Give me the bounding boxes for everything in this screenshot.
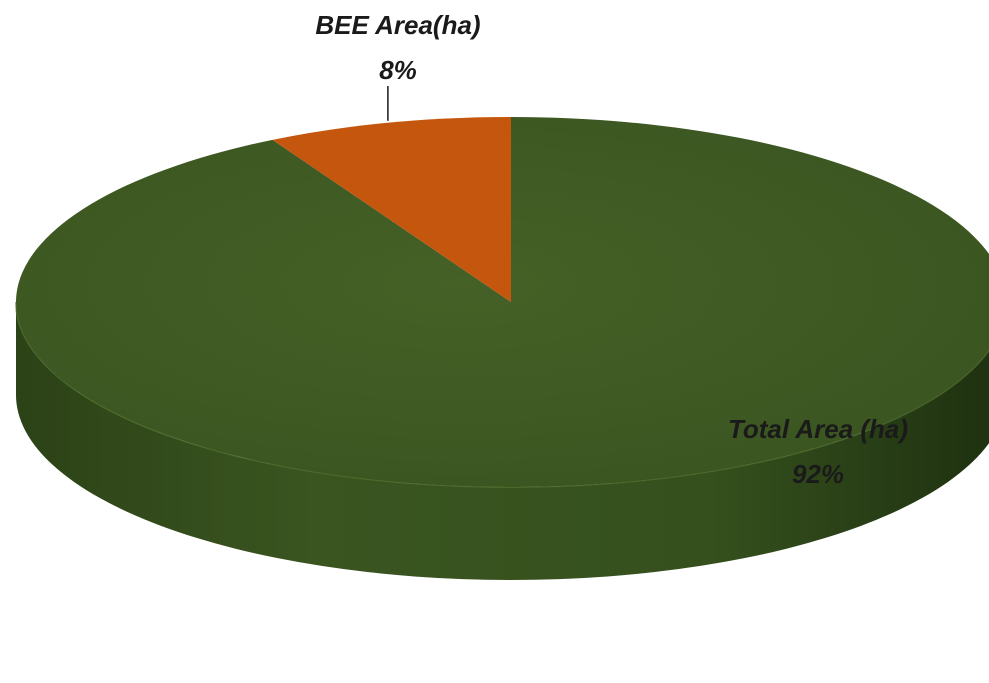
label-total-area: Total Area (ha) xyxy=(728,414,908,444)
pie-side-wall xyxy=(16,302,989,580)
pie-slice-total-area-ha xyxy=(16,117,989,487)
pie-labels: Total Area (ha) 92% BEE Area(ha) 8% xyxy=(315,10,908,489)
label-bee-area: BEE Area(ha) xyxy=(315,10,480,40)
pie-slice-bee-area-ha xyxy=(272,117,511,302)
value-bee-area: 8% xyxy=(379,55,417,85)
pie-top xyxy=(16,117,989,487)
value-total-area: 92% xyxy=(792,459,844,489)
